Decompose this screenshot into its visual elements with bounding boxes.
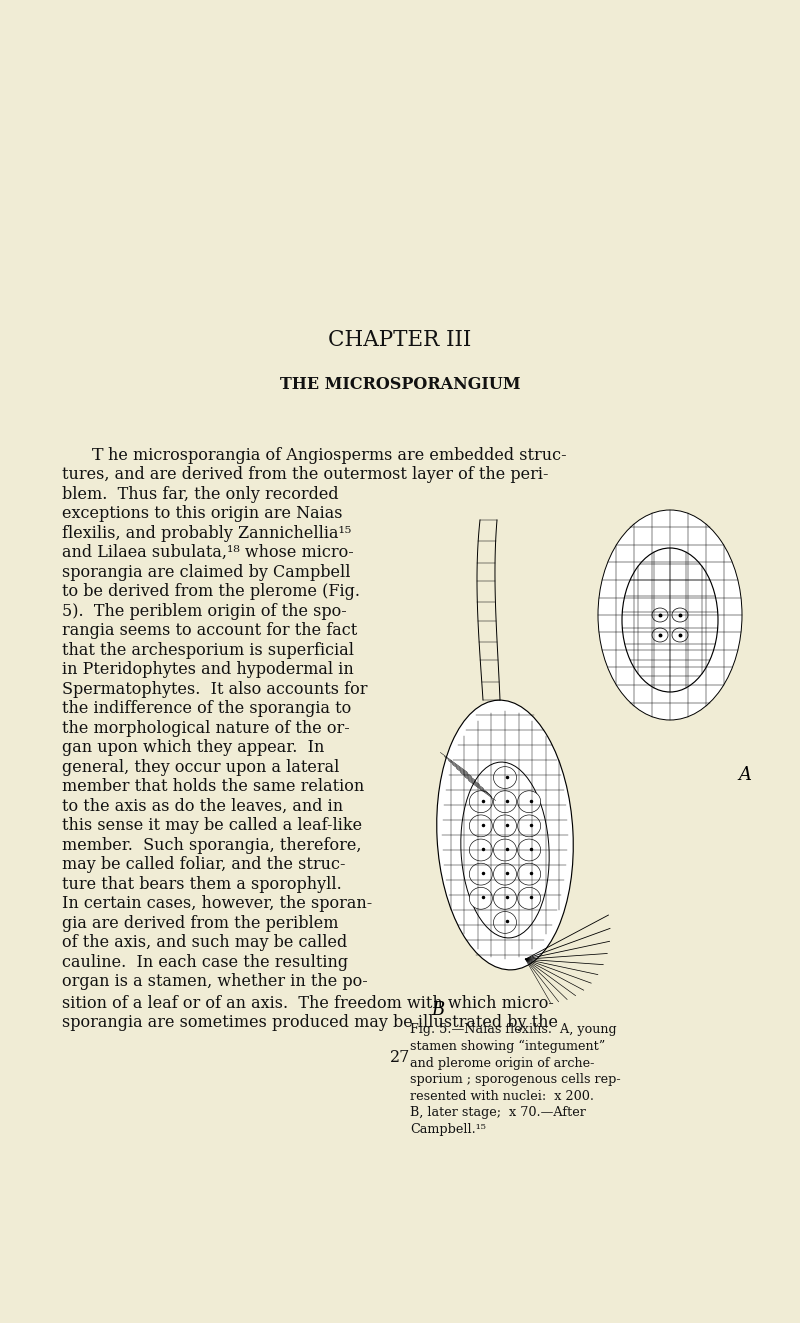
Text: flexilis, and probably Zannichellia¹⁵: flexilis, and probably Zannichellia¹⁵ (62, 524, 351, 541)
Text: In certain cases, however, the sporan-: In certain cases, however, the sporan- (62, 894, 372, 912)
Ellipse shape (494, 815, 517, 836)
Ellipse shape (518, 815, 541, 836)
Text: stamen showing “integument”: stamen showing “integument” (410, 1040, 606, 1053)
Ellipse shape (470, 888, 492, 909)
Text: he microsporangia of Angiosperms are embedded struc-: he microsporangia of Angiosperms are emb… (107, 446, 566, 463)
Ellipse shape (494, 839, 517, 861)
Text: organ is a stamen, whether in the po-: organ is a stamen, whether in the po- (62, 972, 368, 990)
Text: sporangia are claimed by Campbell: sporangia are claimed by Campbell (62, 564, 350, 581)
Text: T: T (92, 446, 103, 463)
Ellipse shape (494, 888, 517, 909)
Text: blem.  Thus far, the only recorded: blem. Thus far, the only recorded (62, 486, 338, 503)
Ellipse shape (470, 815, 492, 836)
Text: Spermatophytes.  It also accounts for: Spermatophytes. It also accounts for (62, 680, 367, 697)
Text: and Lilaea subulata,¹⁸ whose micro-: and Lilaea subulata,¹⁸ whose micro- (62, 544, 354, 561)
Ellipse shape (461, 762, 549, 938)
Text: tures, and are derived from the outermost layer of the peri-: tures, and are derived from the outermos… (62, 466, 549, 483)
Text: gan upon which they appear.  In: gan upon which they appear. In (62, 740, 324, 755)
Text: member.  Such sporangia, therefore,: member. Such sporangia, therefore, (62, 836, 362, 853)
Text: Campbell.¹⁵: Campbell.¹⁵ (410, 1122, 486, 1135)
Text: gia are derived from the periblem: gia are derived from the periblem (62, 914, 338, 931)
Ellipse shape (672, 628, 688, 642)
Text: rangia seems to account for the fact: rangia seems to account for the fact (62, 622, 358, 639)
Ellipse shape (652, 628, 668, 642)
Text: cauline.  In each case the resulting: cauline. In each case the resulting (62, 954, 348, 971)
Text: THE MICROSPORANGIUM: THE MICROSPORANGIUM (280, 377, 520, 393)
Text: the indifference of the sporangia to: the indifference of the sporangia to (62, 700, 351, 717)
Ellipse shape (494, 766, 517, 789)
Ellipse shape (437, 700, 574, 970)
Text: ture that bears them a sporophyll.: ture that bears them a sporophyll. (62, 876, 342, 893)
Text: sporangia are sometimes produced may be illustrated by the: sporangia are sometimes produced may be … (62, 1013, 558, 1031)
Ellipse shape (494, 912, 517, 933)
Ellipse shape (494, 791, 517, 812)
Text: A: A (738, 766, 751, 785)
Text: B, later stage;  x 70.—After: B, later stage; x 70.—After (410, 1106, 586, 1119)
Text: and plerome origin of arche-: and plerome origin of arche- (410, 1057, 594, 1069)
Text: this sense it may be called a leaf-like: this sense it may be called a leaf-like (62, 818, 362, 833)
Ellipse shape (518, 839, 541, 861)
Text: sition of a leaf or of an axis.  The freedom with which micro-: sition of a leaf or of an axis. The free… (62, 995, 554, 1012)
Text: resented with nuclei:  x 200.: resented with nuclei: x 200. (410, 1090, 594, 1102)
Ellipse shape (598, 509, 742, 720)
Ellipse shape (470, 791, 492, 812)
Text: to the axis as do the leaves, and in: to the axis as do the leaves, and in (62, 798, 343, 815)
Text: 5).  The periblem origin of the spo-: 5). The periblem origin of the spo- (62, 602, 346, 619)
Text: 27: 27 (390, 1049, 410, 1065)
Text: of the axis, and such may be called: of the axis, and such may be called (62, 934, 347, 951)
Ellipse shape (494, 863, 517, 885)
Ellipse shape (518, 791, 541, 812)
Ellipse shape (622, 548, 718, 692)
Text: sporium ; sporogenous cells rep-: sporium ; sporogenous cells rep- (410, 1073, 621, 1086)
Ellipse shape (518, 863, 541, 885)
Text: that the archesporium is superficial: that the archesporium is superficial (62, 642, 354, 659)
Ellipse shape (470, 863, 492, 885)
Text: member that holds the same relation: member that holds the same relation (62, 778, 364, 795)
Text: CHAPTER III: CHAPTER III (328, 329, 472, 351)
Text: B: B (431, 1002, 445, 1019)
Text: in Pteridophytes and hypodermal in: in Pteridophytes and hypodermal in (62, 662, 354, 677)
Text: may be called foliar, and the struc-: may be called foliar, and the struc- (62, 856, 346, 873)
Text: the morphological nature of the or-: the morphological nature of the or- (62, 720, 350, 737)
Ellipse shape (672, 609, 688, 622)
Text: Fig. 5.—Naias flexilis.  A, young: Fig. 5.—Naias flexilis. A, young (410, 1024, 617, 1036)
Text: exceptions to this origin are Naias: exceptions to this origin are Naias (62, 505, 342, 523)
Text: general, they occur upon a lateral: general, they occur upon a lateral (62, 758, 339, 775)
Ellipse shape (518, 888, 541, 909)
Ellipse shape (470, 839, 492, 861)
Ellipse shape (652, 609, 668, 622)
Text: to be derived from the plerome (Fig.: to be derived from the plerome (Fig. (62, 583, 360, 601)
